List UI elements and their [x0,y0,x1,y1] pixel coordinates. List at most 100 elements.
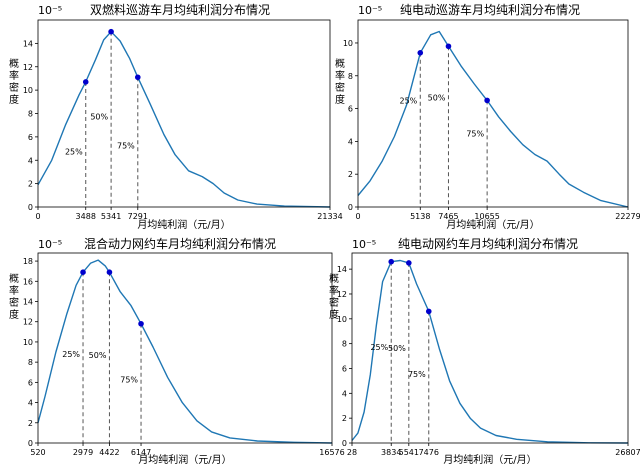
y-axis-label: 概率密度 [9,57,19,106]
y-tick-label: 8 [342,340,347,349]
quantile-label: 25% [62,350,80,359]
y-tick-label: 4 [28,399,33,408]
x-tick-label: 7291 [128,212,148,221]
quantile-point [417,50,424,56]
x-tick-label: 21334 [317,212,342,221]
x-axis-label: 月均纯利润（元/月） [446,218,539,231]
x-tick-label: 5138 [410,212,430,221]
y-tick-label: 2 [342,414,347,423]
quantile-point [80,269,86,276]
x-tick-label: 10655 [474,212,499,221]
y-tick-label: 14 [23,298,33,307]
y-tick-label: 12 [23,63,33,72]
x-tick-label: 7465 [438,212,458,221]
y-tick-label: 4 [348,137,353,146]
x-tick-label: 6147 [131,448,151,457]
quantile-label: 50% [89,351,107,360]
x-axis-label: 月均纯利润（元/月） [137,218,230,231]
y-tick-label: 2 [28,180,33,189]
quantile-label: 50% [90,112,108,121]
y-exponent-label: 10⁻⁵ [352,238,376,251]
x-axis-label: 月均纯利润（元/月） [443,453,536,466]
density-curve [357,30,629,208]
y-exponent-label: 10⁻⁵ [38,4,62,17]
x-tick-label: 7476 [419,448,439,457]
quantile-point [425,308,432,315]
quantile-label: 75% [408,370,426,379]
y-tick-label: 6 [28,378,33,387]
quantile-label: 75% [117,142,135,151]
quantile-label: 25% [65,147,83,156]
y-tick-label: 8 [348,72,353,81]
plot-frame [357,19,629,208]
y-tick-label: 10 [23,86,33,95]
y-tick-label: 4 [342,389,347,398]
y-axis-label: 概率密度 [9,272,19,321]
y-exponent-label: 10⁻⁵ [38,238,62,251]
x-axis-label: 月均纯利润（元/月） [138,453,231,466]
quantile-point [138,320,144,327]
quantile-label: 50% [428,93,446,102]
x-tick-label: 520 [30,448,45,457]
density-curve [37,259,333,444]
y-tick-label: 10 [337,315,347,324]
y-tick-label: 14 [337,265,347,274]
y-tick-label: 0 [28,439,33,448]
y-tick-label: 0 [28,203,33,212]
quantile-point [484,97,490,104]
quantile-point [445,43,452,50]
x-tick-label: 2979 [73,448,93,457]
quantile-point [388,258,395,265]
plot-frame [351,252,629,444]
quantile-label: 75% [120,375,138,384]
y-exponent-label: 10⁻⁵ [358,4,382,17]
quantile-point [82,79,89,85]
y-tick-label: 12 [23,318,33,327]
density-curve [37,31,331,208]
chart-title: 纯电动网约车月均纯利润分布情况 [398,236,578,251]
y-tick-label: 8 [28,110,33,119]
x-tick-label: 0 [355,212,360,221]
y-axis-label: 概率密度 [329,272,339,321]
quantile-point [134,74,141,81]
y-tick-label: 6 [28,133,33,142]
x-tick-label: 28 [347,448,357,457]
x-tick-label: 5341 [101,212,121,221]
y-tick-label: 12 [337,290,347,299]
quantile-label: 75% [466,129,484,138]
y-tick-label: 6 [348,105,353,114]
x-tick-label: 26807 [615,448,640,457]
y-tick-label: 10 [343,39,353,48]
y-tick-label: 10 [23,338,33,347]
y-tick-label: 18 [23,257,33,266]
y-tick-label: 4 [28,156,33,165]
y-tick-label: 14 [23,39,33,48]
plot-frame [37,252,333,444]
quantile-point [108,28,114,35]
quantile-label: 25% [370,343,388,352]
y-tick-label: 2 [348,170,353,179]
x-tick-label: 4422 [99,448,119,457]
x-tick-label: 16576 [319,448,344,457]
plot-frame [37,19,331,208]
quantile-point [406,260,412,266]
quantile-label: 50% [388,344,406,353]
y-tick-label: 2 [28,419,33,428]
quantile-point [106,269,113,276]
x-tick-label: 3488 [76,212,96,221]
chart-title: 双燃料巡游车月均纯利润分布情况 [90,2,270,17]
x-tick-label: 0 [35,212,40,221]
y-tick-label: 8 [28,358,33,367]
y-tick-label: 16 [23,277,33,286]
chart-title: 纯电动巡游车月均纯利润分布情况 [400,2,580,17]
chart-title: 混合动力网约车月均纯利润分布情况 [84,236,276,251]
quantile-label: 25% [399,97,417,106]
x-tick-label: 5541 [399,448,419,457]
y-tick-label: 0 [342,439,347,448]
y-tick-label: 6 [342,364,347,373]
x-tick-label: 3834 [381,448,401,457]
